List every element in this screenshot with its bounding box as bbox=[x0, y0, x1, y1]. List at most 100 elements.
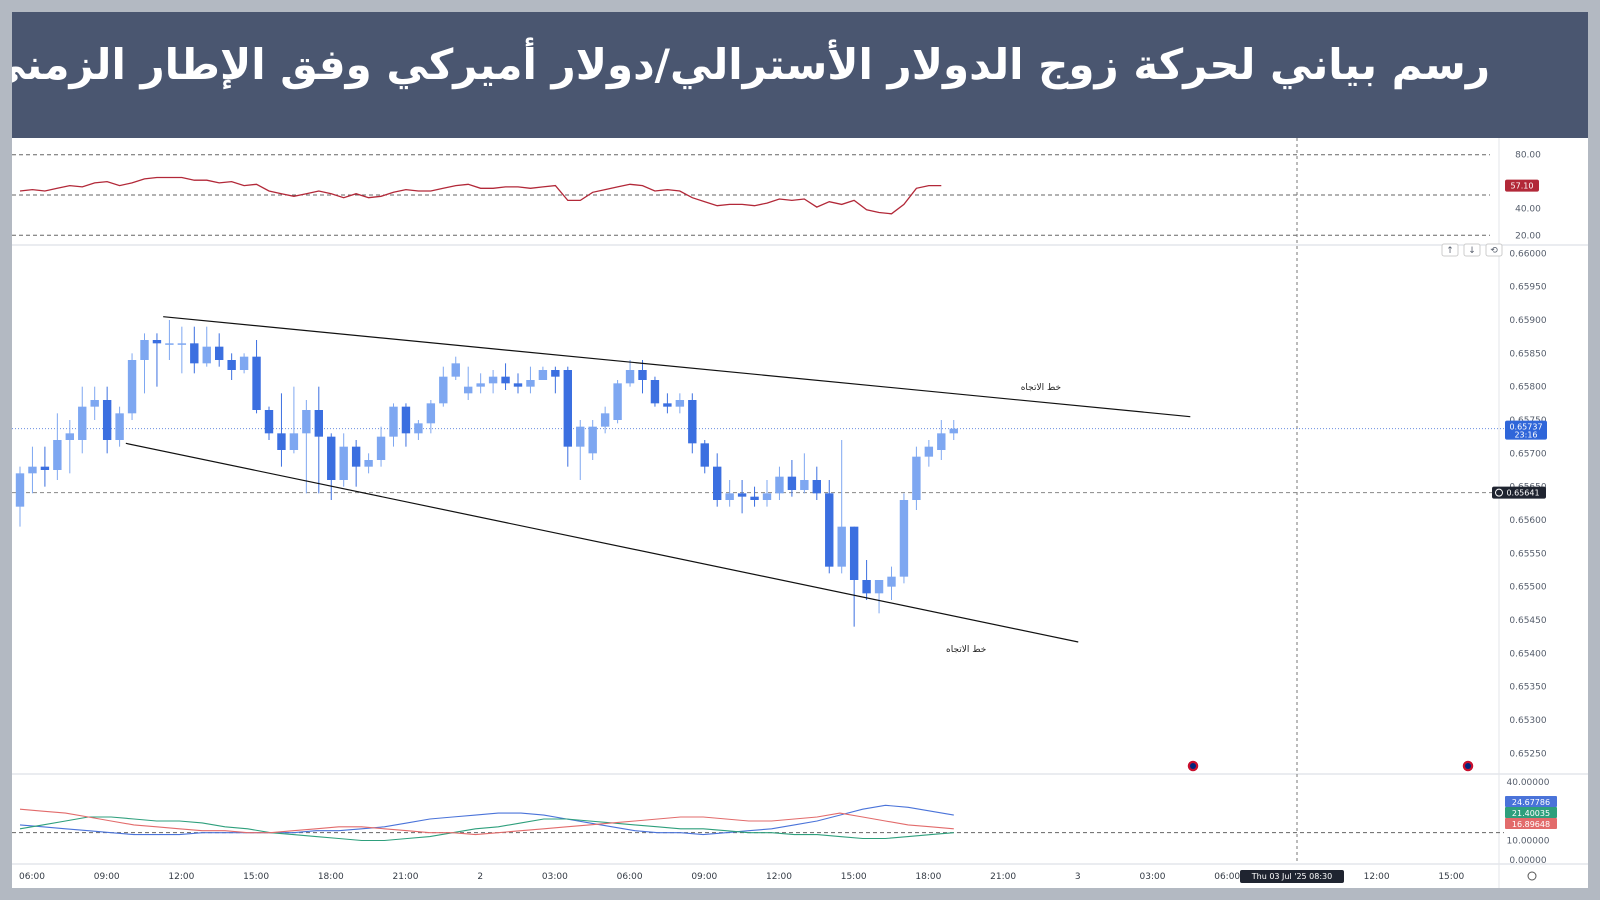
candle-body bbox=[737, 493, 747, 497]
time-axis-label: 12:00 bbox=[168, 872, 194, 882]
candle-body bbox=[825, 493, 834, 567]
candle-body bbox=[53, 440, 62, 470]
top-indicator-tick-label: 80.00 bbox=[1515, 151, 1541, 161]
candle-body bbox=[327, 436, 336, 480]
time-axis-label: 21:00 bbox=[990, 872, 1016, 882]
time-axis-label: 18:00 bbox=[318, 872, 344, 882]
trendline-label-1: خط الاتجاه bbox=[1021, 383, 1061, 393]
price-tick-label: 0.65550 bbox=[1509, 549, 1546, 559]
candle-body bbox=[351, 446, 361, 467]
candle-body bbox=[376, 436, 386, 460]
price-tick-label: 0.65500 bbox=[1509, 583, 1546, 593]
candle-body bbox=[576, 426, 585, 447]
candle-body bbox=[924, 446, 934, 457]
svg-text:↑: ↑ bbox=[1446, 246, 1454, 256]
candle-body bbox=[190, 343, 199, 364]
crosshair-time-label: Thu 03 Jul '25 08:30 bbox=[1251, 872, 1332, 881]
bottom-indicator-series-3 bbox=[19, 808, 954, 836]
candle-body bbox=[625, 370, 635, 384]
reset-icon[interactable]: ⟲ bbox=[1485, 243, 1503, 257]
candle-body bbox=[202, 346, 211, 364]
candle-body bbox=[389, 406, 398, 437]
page-title: رسم بياني لحركة زوج الدولار الأسترالي/دو… bbox=[12, 40, 1490, 89]
candle-body bbox=[812, 480, 821, 494]
last-price-label: 0.65737 bbox=[1509, 423, 1542, 432]
price-tick-label: 0.65800 bbox=[1509, 383, 1546, 393]
candle-body bbox=[663, 403, 672, 407]
candle-body bbox=[239, 356, 249, 370]
price-tick-label: 0.65700 bbox=[1509, 449, 1546, 459]
candle-body bbox=[700, 443, 709, 467]
price-chart[interactable]: 80.00 40.00 20.00 57.10 0.66000 0.65950 0.6590… bbox=[12, 138, 1588, 888]
time-axis-label: 06:00 bbox=[19, 872, 45, 882]
bottom-indicator-badge-3 bbox=[1505, 818, 1557, 829]
candle-body bbox=[277, 433, 286, 450]
time-axis-label: 09:00 bbox=[94, 872, 120, 882]
candle-body bbox=[102, 400, 112, 440]
candle-body bbox=[949, 428, 958, 434]
candle-body bbox=[837, 526, 846, 567]
candle-body bbox=[127, 360, 137, 414]
top-indicator-last-value: 57.10 bbox=[1511, 182, 1534, 191]
price-tick-label: 0.65950 bbox=[1509, 283, 1546, 293]
top-indicator-tick-label: 20.00 bbox=[1515, 231, 1541, 241]
bottom-indicator-badge-2 bbox=[1505, 807, 1557, 818]
top-indicator-tick-label: 40.00 bbox=[1515, 204, 1541, 214]
last-price-badge bbox=[1505, 420, 1547, 440]
title-banner: رسم بياني لحركة زوج الدولار الأسترالي/دو… bbox=[12, 12, 1588, 138]
candle-body bbox=[401, 406, 411, 434]
candle-body bbox=[650, 380, 660, 404]
trendline-1 bbox=[163, 316, 1191, 418]
candle-body bbox=[613, 383, 622, 420]
candle-body bbox=[899, 500, 909, 577]
top-indicator-line bbox=[19, 176, 942, 215]
price-tick-label: 0.65450 bbox=[1509, 616, 1546, 626]
candle-body bbox=[638, 370, 647, 380]
candle-body bbox=[439, 376, 448, 404]
candle-body bbox=[227, 360, 236, 370]
candle-body bbox=[426, 403, 436, 424]
countdown-label: 23:16 bbox=[1514, 431, 1537, 440]
candle-body bbox=[339, 446, 348, 480]
candle-body bbox=[551, 370, 560, 377]
chart-frame: رسم بياني لحركة زوج الدولار الأسترالي/دو… bbox=[12, 12, 1588, 888]
down-arrow-icon[interactable]: ↓ bbox=[1463, 243, 1481, 257]
trendline-2 bbox=[125, 442, 1079, 643]
event-flag-inner-icon bbox=[1190, 763, 1196, 769]
candle-body bbox=[725, 493, 734, 500]
price-tick-label: 0.65600 bbox=[1509, 516, 1546, 526]
candle-body bbox=[787, 476, 797, 490]
bottom-indicator-value-2: 21.40035 bbox=[1512, 809, 1550, 818]
candle-body bbox=[476, 383, 485, 387]
candle-body bbox=[775, 476, 784, 494]
time-axis-label: 2 bbox=[477, 872, 483, 882]
bottom-indicator-tick-label: 10.00000 bbox=[1507, 836, 1550, 846]
bottom-indicator-series-1 bbox=[19, 804, 954, 836]
price-tick-label: 0.65900 bbox=[1509, 316, 1546, 326]
crosshair-price-badge bbox=[1492, 486, 1546, 499]
candle-body bbox=[40, 466, 50, 470]
candle-body bbox=[264, 410, 274, 434]
candle-body bbox=[887, 576, 896, 587]
candle-body bbox=[252, 356, 261, 410]
candle-body bbox=[488, 376, 498, 384]
candle-body bbox=[165, 343, 174, 345]
time-axis-label: 09:00 bbox=[691, 872, 717, 882]
candle-body bbox=[140, 340, 149, 360]
bottom-indicator-tick-label: 40.00000 bbox=[1507, 778, 1550, 788]
candle-body bbox=[713, 466, 722, 500]
candle-body bbox=[849, 526, 859, 580]
price-tick-label: 0.65250 bbox=[1509, 749, 1546, 759]
event-flag-inner-icon bbox=[1465, 763, 1471, 769]
top-indicator-badge bbox=[1505, 179, 1539, 192]
candle-body bbox=[289, 433, 299, 450]
bottom-indicator-series-2 bbox=[19, 816, 954, 842]
candle-body bbox=[15, 473, 25, 507]
candle-body bbox=[600, 413, 610, 427]
candle-body bbox=[65, 433, 74, 440]
time-axis-label: 03:00 bbox=[542, 872, 568, 882]
up-arrow-icon[interactable]: ↑ bbox=[1441, 243, 1459, 257]
candle-body bbox=[314, 410, 323, 437]
candle-body bbox=[862, 580, 871, 594]
crosshair-price-label: 0.65641 bbox=[1506, 489, 1539, 498]
